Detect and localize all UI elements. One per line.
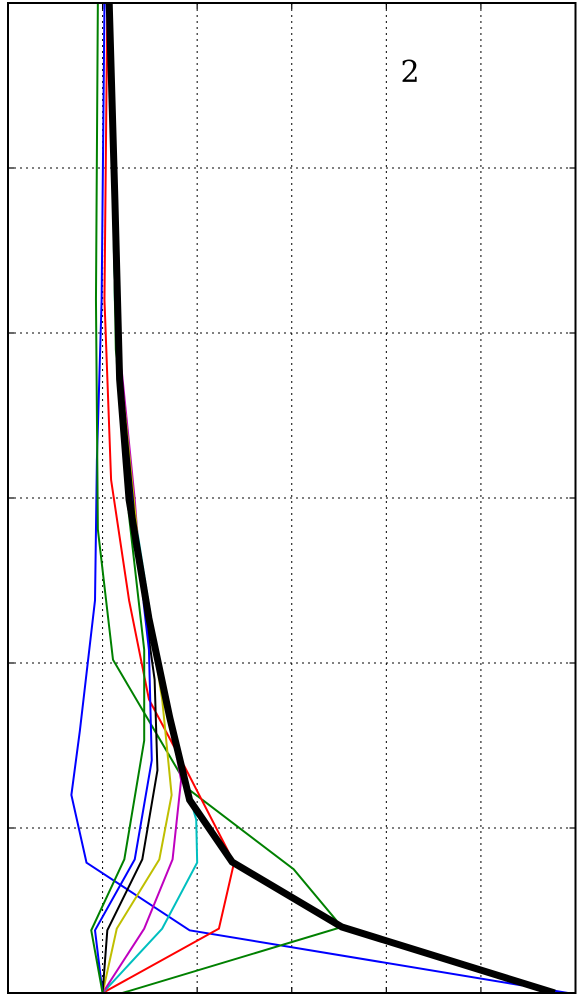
plot-frame <box>7 2 577 994</box>
line <box>102 3 236 993</box>
line <box>70 3 569 993</box>
lines <box>70 3 569 993</box>
line <box>105 3 556 993</box>
annotation: 2 <box>400 55 419 90</box>
grid <box>8 3 576 993</box>
